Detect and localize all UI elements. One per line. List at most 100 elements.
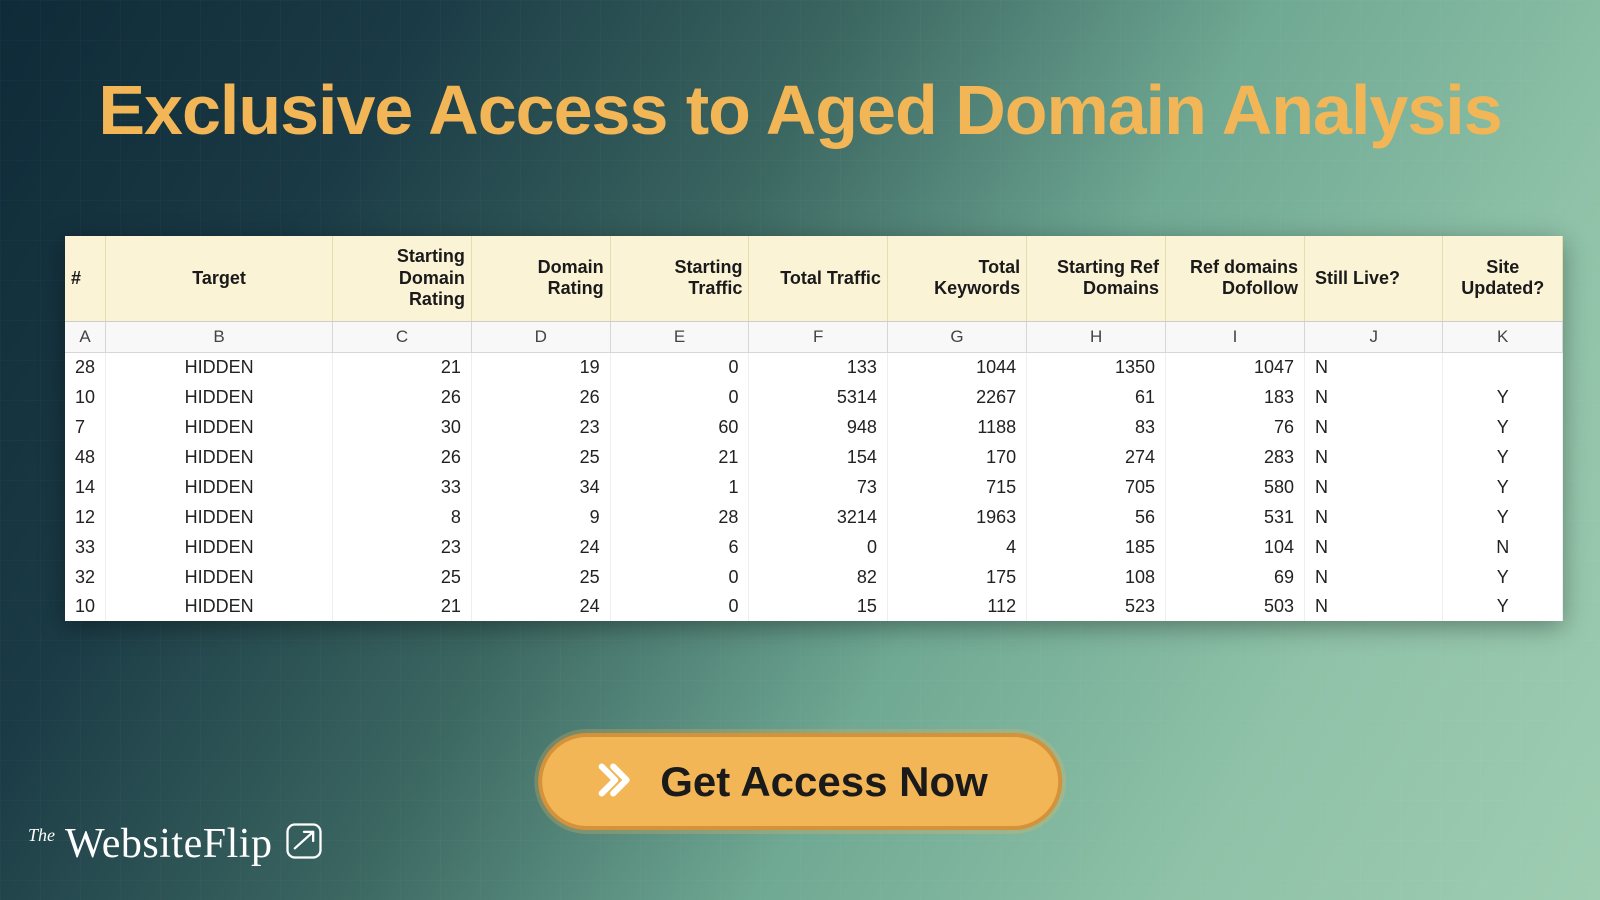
cell-tk: 1188 xyxy=(887,412,1026,442)
cell-id: 10 xyxy=(65,592,106,621)
cell-target: HIDDEN xyxy=(106,442,333,472)
cell-upd xyxy=(1443,352,1563,382)
chevron-double-right-icon xyxy=(590,757,636,806)
cell-dr: 34 xyxy=(471,472,610,502)
cta-label: Get Access Now xyxy=(660,758,988,806)
cell-upd: N xyxy=(1443,532,1563,562)
cell-sdr: 21 xyxy=(333,352,472,382)
header-st: Starting Traffic xyxy=(610,236,749,321)
cell-tk: 715 xyxy=(887,472,1026,502)
table-row: 14HIDDEN3334173715705580NY xyxy=(65,472,1563,502)
column-letter-row: A B C D E F G H I J K xyxy=(65,321,1563,352)
cell-st: 28 xyxy=(610,502,749,532)
cell-sdr: 33 xyxy=(333,472,472,502)
header-upd: Site Updated? xyxy=(1443,236,1563,321)
cell-rdd: 69 xyxy=(1166,562,1305,592)
cell-target: HIDDEN xyxy=(106,352,333,382)
table-row: 10HIDDEN262605314226761183NY xyxy=(65,382,1563,412)
cell-st: 21 xyxy=(610,442,749,472)
cell-live: N xyxy=(1305,592,1443,621)
header-tk: Total Keywords xyxy=(887,236,1026,321)
cell-rdd: 531 xyxy=(1166,502,1305,532)
cell-upd: Y xyxy=(1443,472,1563,502)
table-row: 32HIDDEN252508217510869NY xyxy=(65,562,1563,592)
cell-srd: 705 xyxy=(1027,472,1166,502)
cell-upd: Y xyxy=(1443,382,1563,412)
cell-sdr: 21 xyxy=(333,592,472,621)
header-id: # xyxy=(65,236,106,321)
cell-srd: 83 xyxy=(1027,412,1166,442)
cell-target: HIDDEN xyxy=(106,532,333,562)
cell-sdr: 23 xyxy=(333,532,472,562)
cell-tt: 73 xyxy=(749,472,888,502)
cell-dr: 24 xyxy=(471,592,610,621)
cell-live: N xyxy=(1305,382,1443,412)
cell-live: N xyxy=(1305,532,1443,562)
cell-tt: 15 xyxy=(749,592,888,621)
col-letter: C xyxy=(333,321,472,352)
cell-tk: 170 xyxy=(887,442,1026,472)
cell-tt: 3214 xyxy=(749,502,888,532)
cell-tt: 133 xyxy=(749,352,888,382)
flip-arrow-icon xyxy=(282,819,326,868)
table-row: 28HIDDEN21190133104413501047N xyxy=(65,352,1563,382)
brand-logo: The WebsiteFlip xyxy=(28,819,326,868)
cell-target: HIDDEN xyxy=(106,592,333,621)
header-srd: Starting Ref Domains xyxy=(1027,236,1166,321)
col-letter: J xyxy=(1305,321,1443,352)
cell-dr: 26 xyxy=(471,382,610,412)
cell-srd: 523 xyxy=(1027,592,1166,621)
cell-id: 32 xyxy=(65,562,106,592)
cell-tt: 5314 xyxy=(749,382,888,412)
header-row: # Target Starting Domain Rating Domain R… xyxy=(65,236,1563,321)
cell-dr: 19 xyxy=(471,352,610,382)
cell-srd: 274 xyxy=(1027,442,1166,472)
cell-dr: 9 xyxy=(471,502,610,532)
cell-tk: 4 xyxy=(887,532,1026,562)
cell-id: 14 xyxy=(65,472,106,502)
cell-dr: 24 xyxy=(471,532,610,562)
table-row: 7HIDDEN30236094811888376NY xyxy=(65,412,1563,442)
cell-id: 48 xyxy=(65,442,106,472)
col-letter: G xyxy=(887,321,1026,352)
cell-upd: Y xyxy=(1443,502,1563,532)
cell-live: N xyxy=(1305,472,1443,502)
cell-st: 6 xyxy=(610,532,749,562)
cell-id: 7 xyxy=(65,412,106,442)
cell-rdd: 104 xyxy=(1166,532,1305,562)
get-access-button[interactable]: Get Access Now xyxy=(538,733,1062,830)
spreadsheet: A B C D E F G H I J K 28HIDDEN2119013310… xyxy=(65,236,1563,621)
col-letter: H xyxy=(1027,321,1166,352)
col-letter: I xyxy=(1166,321,1305,352)
cell-rdd: 580 xyxy=(1166,472,1305,502)
page-headline: Exclusive Access to Aged Domain Analysis xyxy=(0,70,1600,150)
cell-srd: 61 xyxy=(1027,382,1166,412)
cell-tt: 82 xyxy=(749,562,888,592)
logo-brand: WebsiteFlip xyxy=(65,820,272,868)
cell-rdd: 76 xyxy=(1166,412,1305,442)
cell-srd: 1350 xyxy=(1027,352,1166,382)
cell-id: 12 xyxy=(65,502,106,532)
col-letter: D xyxy=(471,321,610,352)
cell-tt: 948 xyxy=(749,412,888,442)
cell-id: 10 xyxy=(65,382,106,412)
cell-sdr: 26 xyxy=(333,442,472,472)
cell-st: 60 xyxy=(610,412,749,442)
cell-sdr: 25 xyxy=(333,562,472,592)
cell-srd: 185 xyxy=(1027,532,1166,562)
cell-dr: 25 xyxy=(471,562,610,592)
header-sdr: Starting Domain Rating xyxy=(333,236,472,321)
cell-st: 1 xyxy=(610,472,749,502)
cell-st: 0 xyxy=(610,592,749,621)
cell-upd: Y xyxy=(1443,592,1563,621)
cell-srd: 108 xyxy=(1027,562,1166,592)
col-letter: K xyxy=(1443,321,1563,352)
cell-sdr: 26 xyxy=(333,382,472,412)
header-dr: Domain Rating xyxy=(471,236,610,321)
cell-rdd: 503 xyxy=(1166,592,1305,621)
cell-upd: Y xyxy=(1443,442,1563,472)
cell-rdd: 283 xyxy=(1166,442,1305,472)
cell-target: HIDDEN xyxy=(106,502,333,532)
cell-tk: 1044 xyxy=(887,352,1026,382)
cell-upd: Y xyxy=(1443,412,1563,442)
